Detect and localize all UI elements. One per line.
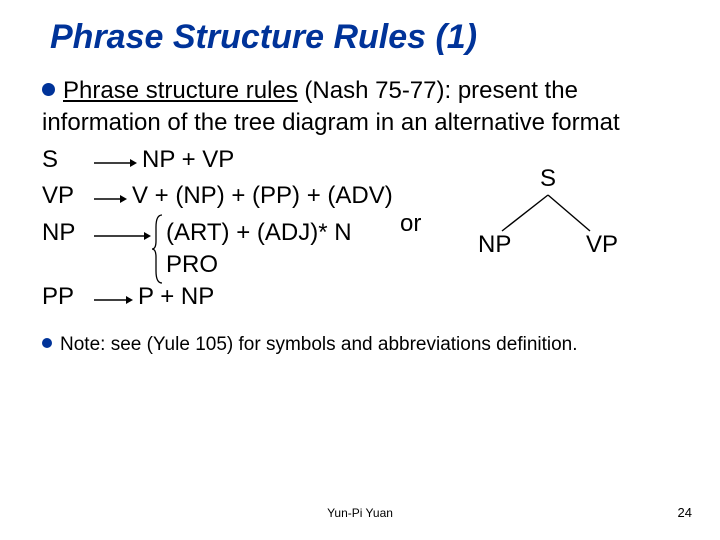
bullet-icon [42,338,52,348]
brace-icon [152,217,166,282]
rule-vp-rhs: V + (NP) + (PP) + (ADV) [132,180,393,212]
tree-diagram: S NP VP [468,165,628,259]
slide: Phrase Structure Rules (1) Phrase struct… [0,0,720,540]
rule-np-lhs: NP [42,217,94,282]
rule-np-alt2: PRO [166,249,352,281]
rule-vp-lhs: VP [42,180,94,212]
note-text: Note: see (Yule 105) for symbols and abb… [60,334,578,355]
bullet-icon [42,83,55,96]
rule-s-lhs: S [42,144,94,176]
rule-np-alts: (ART) + (ADJ)* N PRO [166,217,352,282]
tree-children: NP VP [468,231,628,259]
tree-root: S [468,165,628,193]
footer-author: Yun-Pi Yuan [0,506,720,520]
rule-pp: PP P + NP [42,281,692,313]
rule-np-alt1: (ART) + (ADJ)* N [166,217,352,249]
intro-lead: Phrase structure rules [63,77,298,104]
arrow-icon [94,284,138,316]
tree-left: NP [478,231,511,259]
or-label: or [400,210,421,238]
note-line: Note: see (Yule 105) for symbols and abb… [42,334,692,356]
rule-s-rhs: NP + VP [142,144,234,176]
tree-right: VP [586,231,618,259]
rule-pp-lhs: PP [42,281,94,313]
rule-pp-rhs: P + NP [138,281,214,313]
intro-cite: (Nash 75-77) [298,77,445,104]
intro-paragraph: Phrase structure rules (Nash 75-77): pre… [42,75,692,140]
arrow-icon [94,147,142,179]
footer-page-number: 24 [678,505,692,520]
arrow-icon [94,183,132,215]
tree-branches-icon [468,193,628,233]
slide-title: Phrase Structure Rules (1) [50,18,692,57]
arrow-icon [94,220,156,285]
